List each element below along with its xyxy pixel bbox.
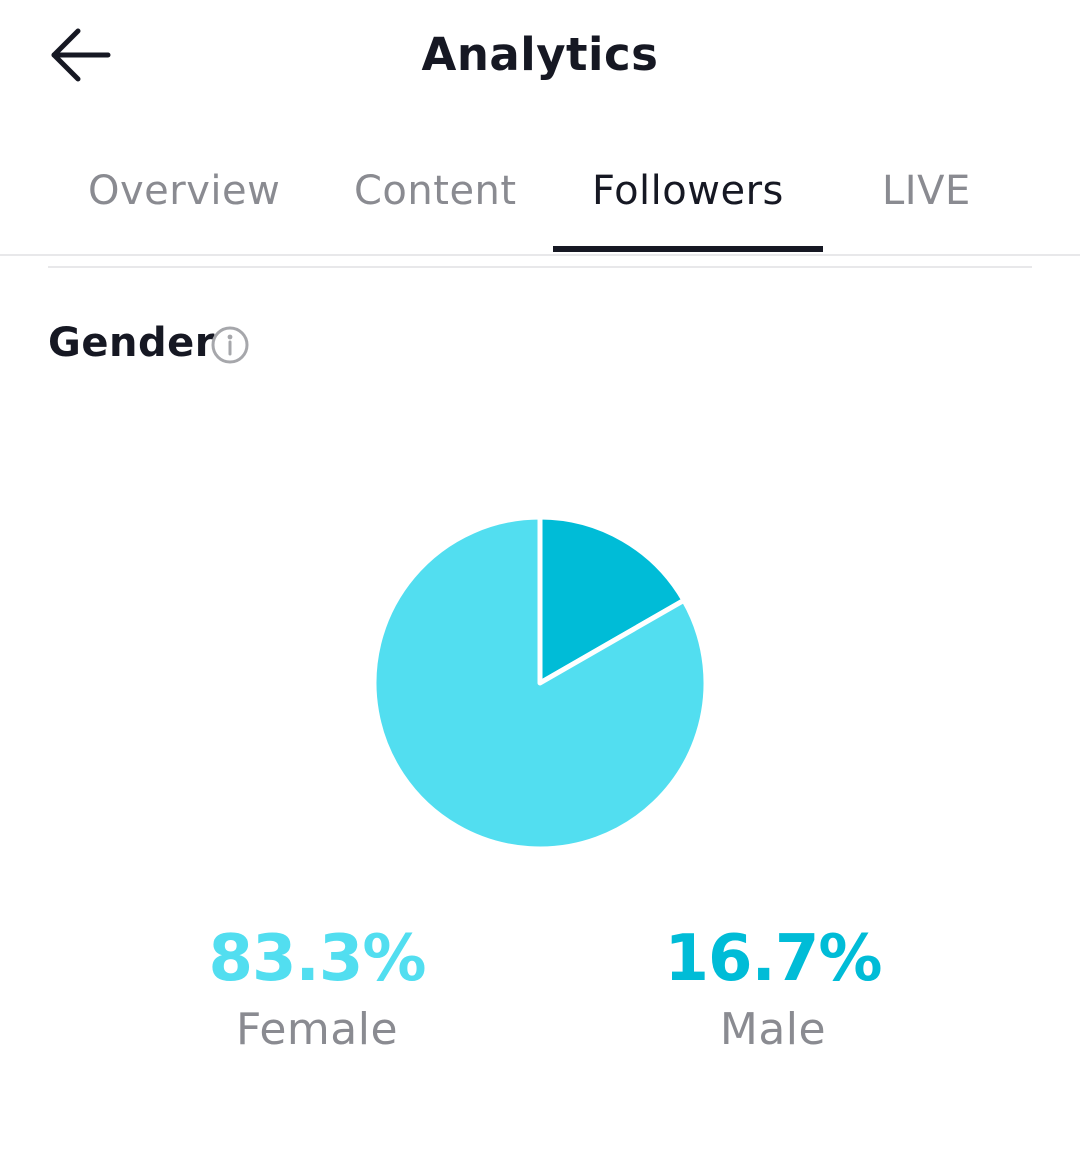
female-stat: 83.3% Female [137, 922, 497, 1055]
pie-slice-male [537, 514, 687, 686]
pie-slice-female [371, 514, 709, 852]
female-percentage: 83.3% [208, 922, 426, 996]
male-percentage: 16.7% [664, 922, 882, 996]
page-title: Analytics [421, 28, 659, 81]
female-label: Female [235, 1004, 399, 1055]
arrow-left-icon [51, 28, 111, 82]
info-icon[interactable] [210, 325, 250, 365]
back-button[interactable] [44, 22, 116, 88]
tab-bar: Overview Content Followers LIVE [0, 150, 1080, 256]
gender-section-title: Gender [48, 320, 215, 366]
app-header: Analytics [0, 0, 1080, 110]
tab-overview[interactable]: Overview [88, 168, 281, 214]
tab-content[interactable]: Content [354, 168, 517, 214]
tab-live[interactable]: LIVE [882, 168, 971, 214]
gender-pie-chart [370, 513, 710, 853]
male-stat: 16.7% Male [593, 922, 953, 1055]
active-tab-indicator [553, 246, 823, 252]
male-label: Male [719, 1004, 827, 1055]
section-divider [48, 266, 1032, 268]
tab-followers[interactable]: Followers [592, 168, 784, 214]
